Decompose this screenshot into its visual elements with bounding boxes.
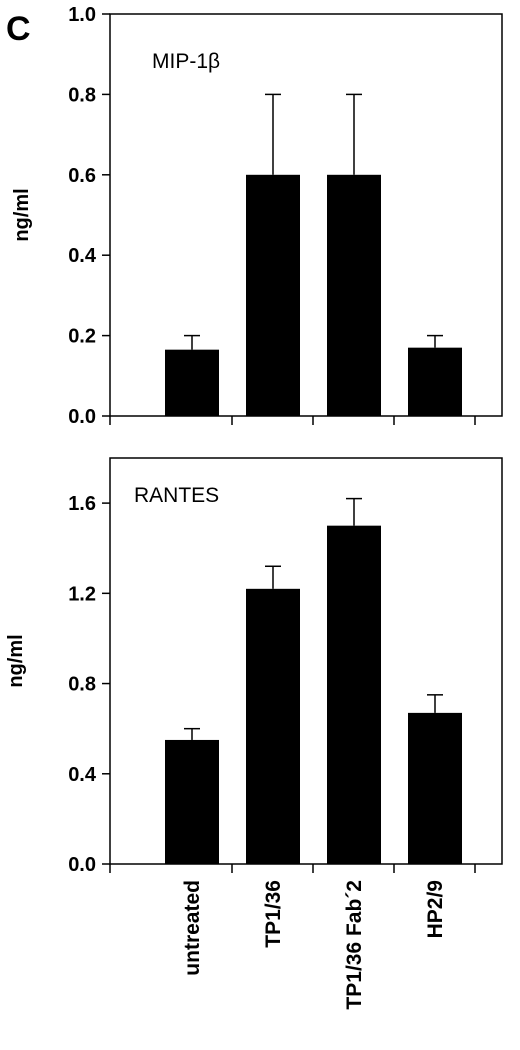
category-label: HP2/9 [424,880,447,938]
rantes-y-tick-label: 0.0 [68,854,96,876]
rantes-y-tick-label: 0.4 [68,764,97,786]
mip1b-y-tick-label: 0.2 [68,326,96,348]
mip1b-bar [408,347,462,416]
rantes-bar [165,739,219,864]
rantes-title: RANTES [134,484,219,507]
mip1b-y-tick-label: 0.8 [68,84,96,106]
rantes-y-tick-label: 1.6 [68,493,96,515]
category-label: TP1/36 Fab´2 [343,880,366,1010]
mip1b-y-tick-label: 0.4 [68,245,97,267]
mip1b-y-axis-label: ng/ml [11,188,33,241]
rantes-bars [165,497,462,864]
mip1b-bar [165,349,219,416]
panel-letter: C [6,10,31,48]
rantes-plot-frame [109,457,503,865]
mip1b-y-tick-label: 1.0 [68,4,96,26]
mip1b-y-ticks: 0.0 0.2 0.4 0.6 0.8 1.0 [68,4,476,428]
mip1b-y-tick-label: 0.6 [68,165,96,187]
rantes-y-ticks: 0.0 0.4 0.8 1.2 1.6 [68,493,476,876]
rantes-bar [408,712,462,864]
rantes-bar [246,588,300,864]
mip1b-bar [327,174,381,416]
mip1b-bars [165,93,462,416]
mip1b-panel: MIP-1β ng/ml 0.0 0.2 0.4 0.6 0.8 1.0 [11,4,503,428]
category-labels: untreated TP1/36 TP1/36 Fab´2 HP2/9 [181,880,447,1010]
rantes-panel: RANTES ng/ml 0.0 0.4 0.8 1.2 1.6 [5,457,503,876]
mip1b-y-tick-label: 0.0 [68,406,96,428]
mip1b-bar [246,174,300,416]
category-label: untreated [181,880,204,976]
rantes-bar [327,525,381,864]
category-label: TP1/36 [262,880,285,948]
mip1b-plot-frame [109,13,503,417]
rantes-y-tick-label: 1.2 [68,583,96,605]
rantes-y-tick-label: 0.8 [68,674,96,696]
rantes-y-axis-label: ng/ml [5,634,27,687]
mip1b-title: MIP-1β [152,50,220,73]
